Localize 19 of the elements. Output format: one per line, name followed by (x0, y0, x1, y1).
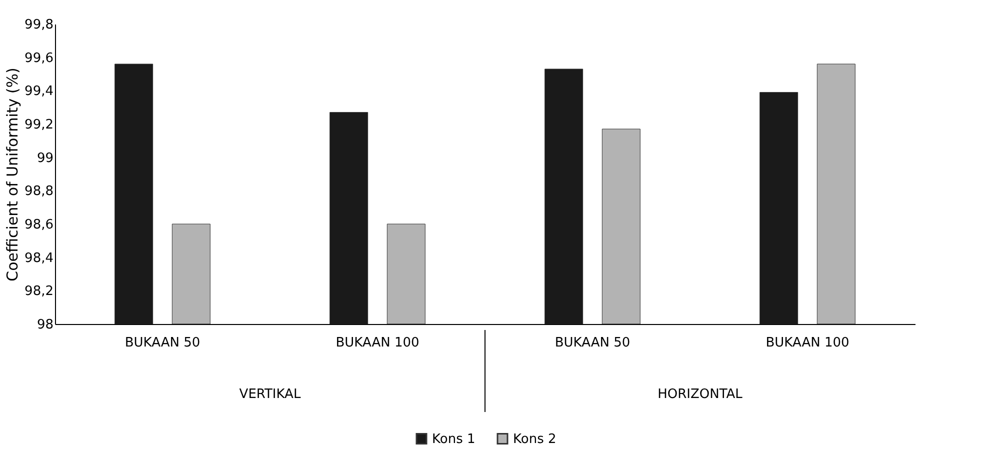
y-tick-label: 98,6 (24, 218, 54, 232)
x-tick-label: BUKAAN 50 (554, 336, 630, 350)
y-tick-label: 98,8 (24, 184, 54, 200)
y-tick-label: 99,6 (24, 50, 54, 66)
legend-label: Kons 2 (513, 432, 556, 447)
y-tick-label: 99,4 (24, 84, 54, 100)
x-tick-label: BUKAAN 100 (336, 336, 420, 350)
x-tick-label: BUKAAN 100 (766, 336, 850, 350)
y-tick-label: 98 (36, 318, 54, 332)
y-tick-label: 99 (36, 150, 54, 166)
legend-label: Kons 1 (432, 432, 476, 447)
y-axis-title: Coefficient of Uniformity (%) (4, 68, 22, 282)
x-tick-label: BUKAAN 50 (124, 336, 200, 350)
y-tick-label: 98,4 (24, 250, 54, 266)
y-tick-label: 99,8 (24, 18, 54, 32)
text: VERTIKAL (239, 387, 302, 402)
text: HORIZONTAL (658, 387, 744, 402)
y-tick-label: 99,2 (24, 118, 54, 132)
y-tick-label: 98,2 (24, 284, 54, 300)
